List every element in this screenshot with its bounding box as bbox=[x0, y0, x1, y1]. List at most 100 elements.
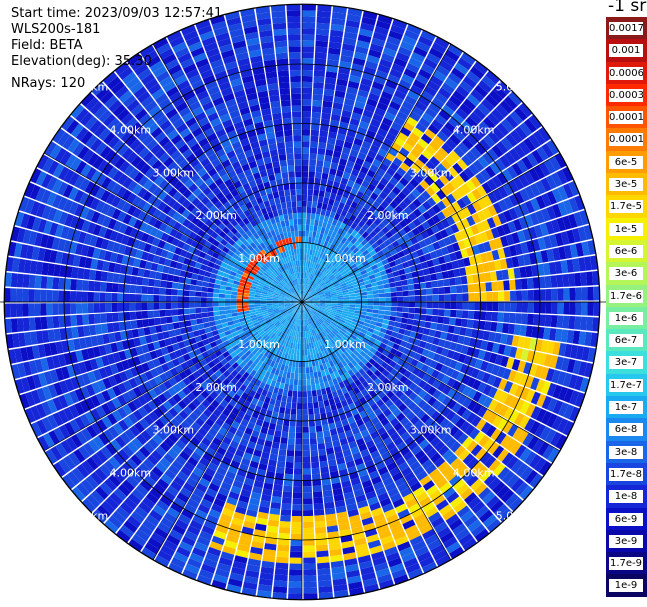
range-gate bbox=[351, 229, 358, 237]
range-gate bbox=[236, 308, 244, 313]
range-gate bbox=[365, 234, 373, 242]
range-gate bbox=[305, 292, 310, 298]
range-gate bbox=[418, 35, 433, 47]
range-gate bbox=[117, 302, 124, 312]
range-gate bbox=[436, 189, 446, 200]
range-gate bbox=[323, 329, 329, 336]
range-gate bbox=[379, 297, 386, 302]
range-gate bbox=[327, 229, 334, 237]
range-gate bbox=[535, 195, 546, 210]
range-gate bbox=[305, 266, 308, 273]
range-gate bbox=[248, 299, 255, 302]
range-gate bbox=[312, 293, 319, 298]
range-gate bbox=[207, 311, 214, 317]
range-gate bbox=[203, 322, 210, 329]
range-gate bbox=[396, 441, 407, 452]
range-gate bbox=[292, 492, 302, 499]
range-gate bbox=[230, 302, 237, 306]
range-gate bbox=[335, 333, 342, 340]
range-gate bbox=[418, 454, 430, 465]
range-gate bbox=[497, 212, 508, 225]
range-gate bbox=[129, 311, 137, 320]
range-gate bbox=[460, 487, 474, 500]
range-gate bbox=[457, 383, 467, 394]
range-gate bbox=[315, 287, 322, 292]
range-gate bbox=[382, 319, 390, 325]
range-gate bbox=[540, 208, 551, 222]
range-gate bbox=[443, 278, 450, 287]
range-gate bbox=[430, 322, 438, 330]
range-gate bbox=[171, 289, 178, 296]
range-gate bbox=[396, 84, 409, 95]
range-gate bbox=[318, 142, 327, 150]
range-gate bbox=[313, 303, 320, 305]
range-gate bbox=[326, 249, 332, 256]
range-gate bbox=[383, 315, 391, 321]
range-gate bbox=[413, 313, 421, 320]
range-gate bbox=[313, 303, 320, 306]
range-gate bbox=[357, 344, 365, 351]
range-gate bbox=[340, 55, 353, 64]
range-gate bbox=[304, 290, 307, 297]
range-gate bbox=[314, 58, 327, 66]
range-gate bbox=[10, 273, 18, 288]
range-gate bbox=[346, 348, 353, 355]
range-gate bbox=[402, 335, 410, 342]
range-gate bbox=[286, 396, 292, 403]
range-gate bbox=[518, 102, 533, 118]
range-gate bbox=[369, 164, 379, 173]
range-gate bbox=[316, 556, 330, 564]
range-gate bbox=[517, 336, 526, 348]
range-gate bbox=[375, 20, 391, 30]
range-gate bbox=[161, 324, 169, 332]
range-gate bbox=[309, 310, 314, 316]
range-gate bbox=[471, 212, 481, 224]
range-gate bbox=[320, 178, 328, 186]
range-gate bbox=[431, 315, 439, 323]
range-gate bbox=[307, 390, 312, 397]
range-gate bbox=[560, 260, 569, 274]
range-gate bbox=[384, 399, 394, 408]
range-gate bbox=[494, 237, 503, 249]
range-gate bbox=[344, 357, 351, 365]
range-gate bbox=[470, 89, 485, 103]
range-gate bbox=[494, 332, 502, 343]
range-gate bbox=[539, 162, 551, 177]
range-gate bbox=[428, 421, 440, 432]
range-gate bbox=[112, 322, 120, 332]
range-gate bbox=[324, 83, 336, 91]
range-gate bbox=[578, 331, 586, 346]
range-gate bbox=[344, 98, 355, 107]
range-gate bbox=[476, 370, 486, 381]
range-gate bbox=[314, 313, 320, 319]
range-gate bbox=[403, 215, 413, 225]
range-gate bbox=[461, 218, 471, 229]
range-gate bbox=[327, 217, 334, 225]
range-gate bbox=[354, 225, 362, 233]
range-gate bbox=[369, 144, 380, 154]
range-gate bbox=[313, 189, 320, 197]
range-gate bbox=[305, 278, 308, 285]
range-gate bbox=[484, 455, 497, 469]
range-gate bbox=[352, 280, 359, 286]
range-gate bbox=[364, 279, 371, 285]
range-gate bbox=[485, 282, 493, 292]
range-gate bbox=[304, 272, 307, 279]
range-gate bbox=[313, 503, 324, 510]
range-gate bbox=[371, 253, 380, 260]
range-gate bbox=[416, 248, 424, 257]
range-gate bbox=[195, 291, 202, 297]
range-gate bbox=[452, 478, 466, 491]
range-gate bbox=[306, 294, 312, 299]
range-gate bbox=[496, 172, 508, 185]
range-gate bbox=[362, 109, 374, 119]
range-gate bbox=[529, 212, 540, 226]
range-gate bbox=[491, 144, 504, 158]
range-gate bbox=[441, 54, 457, 67]
range-gate bbox=[373, 218, 382, 226]
range-gate bbox=[213, 311, 220, 316]
range-gate bbox=[406, 318, 414, 325]
range-gate bbox=[377, 64, 391, 74]
range-gate bbox=[302, 40, 315, 47]
range-gate bbox=[470, 478, 483, 492]
